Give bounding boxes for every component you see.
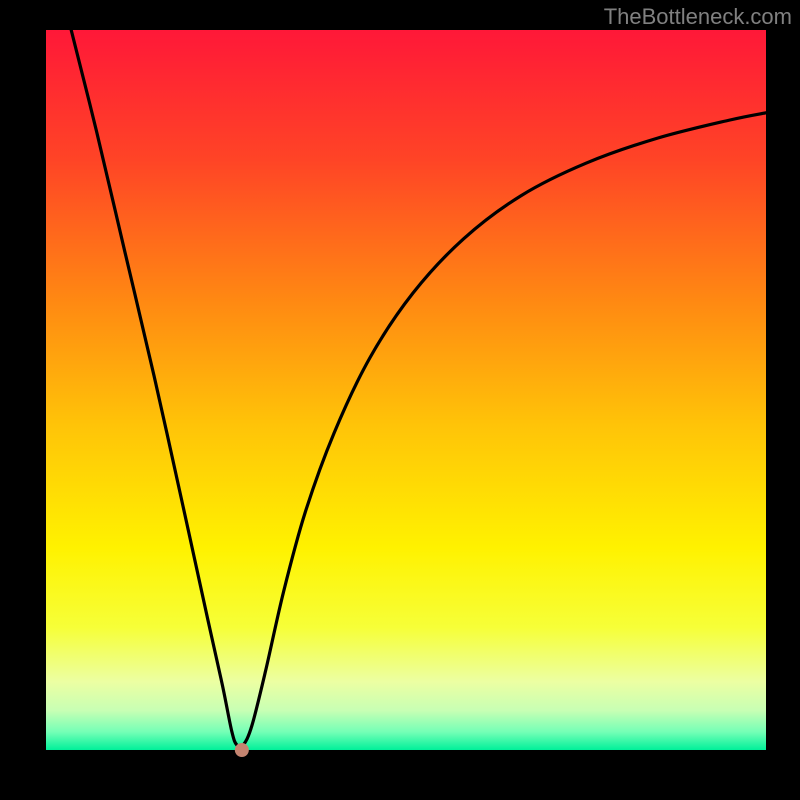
chart-stage: TheBottleneck.com (0, 0, 800, 800)
watermark-text: TheBottleneck.com (604, 4, 792, 30)
chart-svg (0, 0, 800, 800)
minimum-marker-dot (235, 743, 249, 757)
